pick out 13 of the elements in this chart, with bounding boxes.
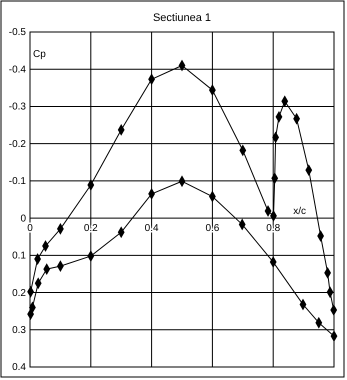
y-tick-label: -0.3 (8, 102, 26, 113)
y-tick-label: 0.3 (12, 324, 26, 336)
y-tick-label: -0.5 (8, 27, 26, 38)
y-axis-title: Cp (33, 49, 46, 60)
y-tick-label: -0.4 (8, 64, 26, 76)
y-tick-label: -0.2 (8, 138, 26, 150)
y-tick-label: 0.1 (12, 250, 26, 262)
chart-title: Sectiunea 1 (152, 12, 212, 24)
y-tick-label: 0 (20, 213, 26, 224)
y-tick-label: 0.2 (12, 288, 26, 299)
y-tick-label: 0.4 (12, 362, 26, 374)
y-tick-label: -0.1 (8, 176, 26, 188)
x-axis-title: x/c (293, 206, 306, 218)
